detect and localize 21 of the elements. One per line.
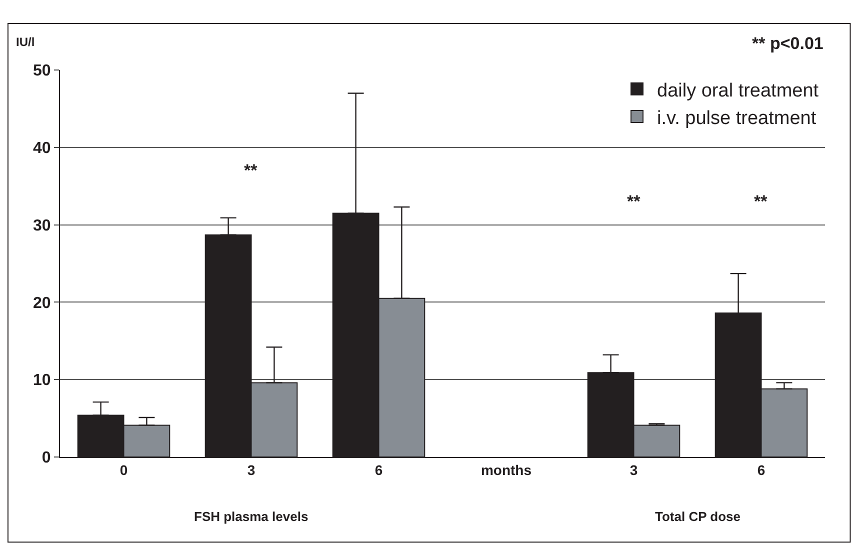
text: Total CP dose bbox=[655, 509, 740, 524]
annotation: ** bbox=[754, 192, 768, 211]
y-axis-title: IU/l bbox=[16, 35, 35, 49]
x-tick-label: 3 bbox=[247, 462, 256, 478]
y-tick-label: 0 bbox=[42, 450, 51, 467]
text: FSH plasma levels bbox=[194, 509, 308, 524]
annotation: ** bbox=[627, 192, 641, 211]
text: ** p<0.01 bbox=[752, 34, 824, 53]
y-tick-label: 20 bbox=[33, 294, 51, 312]
y-tick-label: 30 bbox=[33, 217, 51, 234]
y-tick-label: 40 bbox=[33, 140, 51, 157]
x-tick-label: months bbox=[480, 462, 532, 478]
x-tick-label: 0 bbox=[120, 462, 128, 478]
annotation: ** bbox=[244, 161, 258, 180]
x-tick-label: 6 bbox=[757, 462, 766, 478]
x-tick-label: 3 bbox=[630, 462, 638, 478]
y-tick-label: 10 bbox=[33, 372, 51, 390]
y-tick-label: 50 bbox=[33, 62, 51, 80]
legend-label: daily oral treatment bbox=[657, 80, 820, 102]
x-tick-label: 6 bbox=[374, 462, 383, 478]
legend-label: i.v. pulse treatment bbox=[657, 108, 817, 129]
